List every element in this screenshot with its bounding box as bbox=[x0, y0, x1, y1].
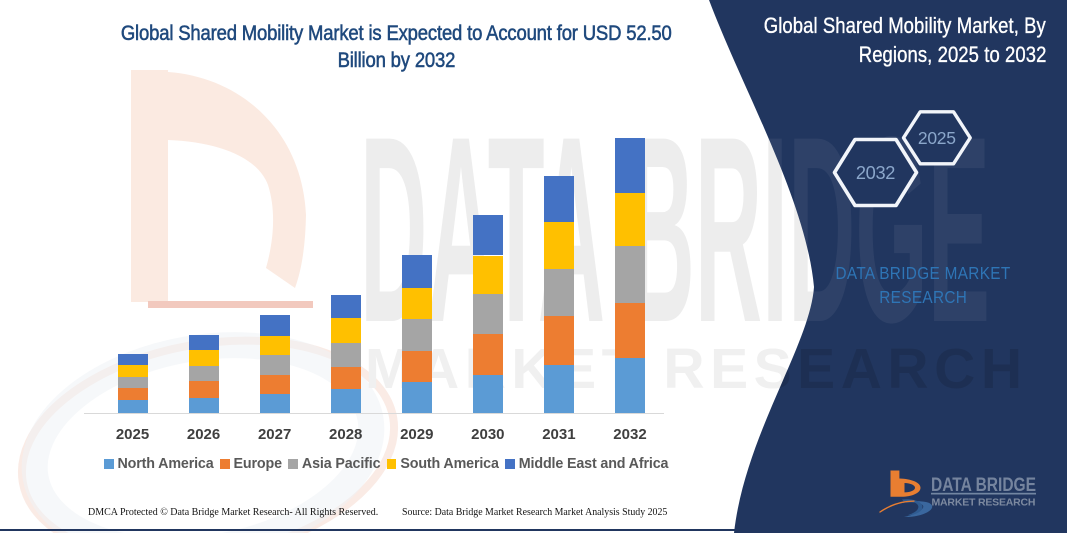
x-axis-label-2029: 2029 bbox=[400, 426, 434, 443]
chart-title: Global Shared Mobility Market is Expecte… bbox=[66, 20, 726, 74]
bar-segment-2029-asia-pacific bbox=[401, 319, 432, 351]
footer-source: Source: Data Bridge Market Research Mark… bbox=[402, 507, 668, 518]
bar-segment-2027-europe bbox=[259, 374, 290, 394]
bar-segment-2032-asia-pacific bbox=[614, 245, 645, 303]
x-axis-label-2031: 2031 bbox=[542, 426, 576, 443]
legend-swatch-middle-east-and-africa bbox=[505, 459, 515, 469]
bar-segment-2031-north-america bbox=[543, 364, 574, 413]
bar-segment-2025-south-america bbox=[117, 365, 148, 378]
bar-segment-2030-north-america bbox=[472, 375, 503, 413]
bar-segment-2028-asia-pacific bbox=[330, 343, 361, 368]
legend-swatch-asia-pacific bbox=[288, 459, 298, 469]
legend-swatch-south-america bbox=[386, 459, 397, 469]
legend-swatch-europe bbox=[220, 459, 230, 469]
logo-b-icon bbox=[877, 470, 933, 518]
bar-segment-2029-middle-east-and-africa bbox=[401, 255, 432, 288]
bar-segment-2027-asia-pacific bbox=[259, 355, 290, 375]
bar-segment-2026-north-america bbox=[188, 397, 219, 413]
chart-title-line1: Global Shared Mobility Market is Expecte… bbox=[120, 21, 672, 46]
bar-segment-2030-europe bbox=[472, 333, 503, 376]
bottom-divider bbox=[0, 529, 1067, 531]
panel-brand-line1: DATA BRIDGE MARKET bbox=[835, 263, 1011, 283]
hexagon-2032 bbox=[832, 137, 919, 208]
chart-title-line2: Billion by 2032 bbox=[337, 48, 455, 73]
bar-segment-2027-south-america bbox=[259, 336, 290, 356]
bar-segment-2031-europe bbox=[543, 316, 574, 365]
legend-item-north-america: North America bbox=[104, 456, 214, 472]
hexagon-2025-label: 2025 bbox=[918, 128, 956, 148]
legend-label-middle-east-and-africa: Middle East and Africa bbox=[518, 456, 669, 472]
x-axis-label-2025: 2025 bbox=[115, 426, 150, 443]
legend-swatch-north-america bbox=[104, 459, 114, 469]
panel-brand-text: DATA BRIDGE MARKET RESEARCH bbox=[795, 261, 1051, 309]
legend-label-south-america: South America bbox=[400, 456, 499, 472]
legend-item-europe: Europe bbox=[220, 456, 282, 472]
bar-segment-2028-middle-east-and-africa bbox=[330, 294, 361, 318]
panel-title-line2: Regions, 2025 to 2032 bbox=[858, 41, 1046, 67]
bar-segment-2026-asia-pacific bbox=[188, 365, 219, 382]
hexagon-2032-label: 2032 bbox=[856, 163, 895, 183]
hexagon-2025 bbox=[901, 110, 972, 166]
x-axis-label-2030: 2030 bbox=[471, 426, 505, 443]
footer-dmca: DMCA Protected © Data Bridge Market Rese… bbox=[88, 507, 379, 518]
bar-segment-2025-asia-pacific bbox=[117, 377, 148, 389]
hexagon-badges: 2025 2032 bbox=[832, 110, 972, 208]
bar-segment-2025-north-america bbox=[117, 400, 148, 413]
bar-segment-2028-south-america bbox=[330, 317, 361, 344]
logo-underline bbox=[931, 492, 1036, 495]
bar-segment-2027-middle-east-and-africa bbox=[259, 315, 290, 337]
legend-label-europe: Europe bbox=[233, 456, 283, 472]
legend-item-south-america: South America bbox=[386, 456, 499, 472]
bar-segment-2031-asia-pacific bbox=[543, 268, 574, 317]
bar-segment-2025-europe bbox=[117, 388, 148, 401]
legend-label-north-america: North America bbox=[117, 456, 214, 472]
legend-item-asia-pacific: Asia Pacific bbox=[288, 456, 381, 472]
bar-segment-2030-south-america bbox=[472, 255, 503, 295]
bar-segment-2032-europe bbox=[614, 302, 645, 359]
watermark-row2-on-panel: MARKET RESEARCH bbox=[365, 337, 1050, 401]
bar-segment-2030-middle-east-and-africa bbox=[472, 214, 503, 256]
bar-segment-2025-middle-east-and-africa bbox=[117, 353, 148, 366]
bar-segment-2029-north-america bbox=[401, 381, 432, 413]
logo-tagline: MARKET RESEARCH bbox=[932, 497, 1036, 509]
x-axis-label-2026: 2026 bbox=[186, 426, 221, 443]
bar-segment-2027-north-america bbox=[259, 393, 290, 413]
legend: North America Europe Asia Pacific South Ame… bbox=[104, 456, 668, 472]
panel-title-line1: Global Shared Mobility Market, By bbox=[763, 13, 1046, 38]
bar-segment-2029-south-america bbox=[401, 287, 432, 320]
bar-segment-2026-middle-east-and-africa bbox=[188, 335, 219, 350]
x-axis-label-2028: 2028 bbox=[329, 426, 363, 443]
legend-item-middle-east-and-africa: Middle East and Africa bbox=[505, 456, 668, 472]
bar-segment-2032-middle-east-and-africa bbox=[614, 138, 645, 194]
x-axis-label-2032: 2032 bbox=[613, 426, 647, 443]
bar-segment-2031-south-america bbox=[543, 221, 574, 269]
bar-chart: 2025 2026 2027 2028 2029 2030 2031 2032 North A… bbox=[84, 138, 668, 472]
bar-segment-2031-middle-east-and-africa bbox=[543, 176, 574, 222]
x-axis-label-2027: 2027 bbox=[257, 426, 292, 443]
bar-segment-2032-south-america bbox=[614, 193, 645, 246]
bar-segment-2032-north-america bbox=[614, 358, 645, 413]
bar-segment-2028-europe bbox=[330, 367, 361, 390]
bar-segment-2026-south-america bbox=[188, 349, 219, 366]
bar-segment-2028-north-america bbox=[330, 389, 361, 413]
side-panel-shape bbox=[709, 0, 1067, 533]
watermark-b-icon bbox=[131, 70, 313, 308]
bar-segment-2026-europe bbox=[188, 381, 219, 398]
databridge-logo: DATA BRIDGE MARKET RESEARCH bbox=[877, 470, 1036, 518]
x-axis-line bbox=[84, 413, 664, 414]
legend-label-asia-pacific: Asia Pacific bbox=[301, 456, 381, 472]
logo-name: DATA BRIDGE bbox=[931, 474, 1036, 496]
bar-segment-2030-asia-pacific bbox=[472, 294, 503, 334]
bar-segment-2029-europe bbox=[401, 350, 432, 382]
panel-title: Global Shared Mobility Market, By Region… bbox=[706, 12, 1046, 69]
panel-brand-line2: RESEARCH bbox=[879, 287, 967, 307]
